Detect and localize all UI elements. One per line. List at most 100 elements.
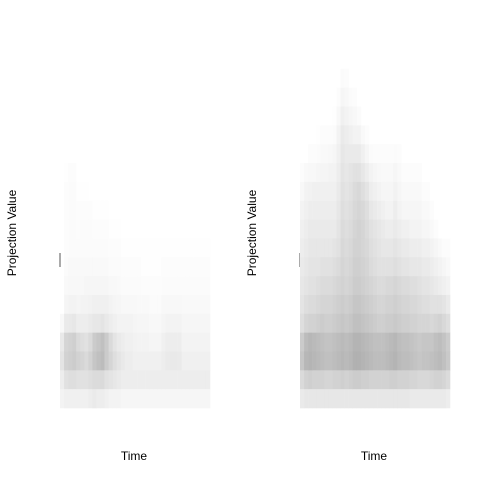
heatmap-cell (116, 313, 122, 333)
heatmap-cell (308, 332, 313, 352)
heatmap-cell (96, 276, 101, 296)
heatmap-cell (437, 313, 443, 333)
heatmap-cell (120, 294, 126, 315)
heatmap-cell (429, 351, 435, 371)
heatmap-cell (356, 257, 362, 277)
heatmap-cell (64, 257, 69, 277)
heatmap-cell (433, 351, 439, 371)
heatmap-cell (161, 351, 166, 371)
heatmap-cell (145, 313, 150, 333)
heatmap-cell (425, 238, 431, 258)
heatmap-cell (165, 351, 170, 371)
heatmap-cell (124, 370, 130, 390)
heatmap-cell (153, 257, 158, 277)
heatmap-cell (173, 313, 178, 333)
heatmap-cell (161, 238, 166, 258)
heatmap-cell (141, 313, 146, 333)
heatmap-cell (344, 351, 349, 371)
heatmap-cell (433, 238, 439, 258)
heatmap-cell (437, 332, 443, 352)
heatmap-cell (141, 294, 146, 315)
heatmap-cell (372, 332, 378, 352)
heatmap-cell (417, 163, 422, 183)
heatmap-cell (205, 257, 211, 277)
heatmap-cell (344, 87, 349, 107)
heatmap-cell (364, 125, 370, 145)
heatmap-cell (425, 219, 431, 239)
heatmap-cell (389, 200, 394, 220)
heatmap-cell (76, 351, 81, 371)
heatmap-cell (401, 332, 406, 352)
heatmap-cell (429, 313, 435, 333)
heatmap-cell (169, 294, 174, 315)
heatmap-cell (441, 276, 447, 296)
heatmap-cell (364, 144, 370, 164)
heatmap-cell (352, 294, 358, 315)
heatmap-cell (324, 163, 329, 183)
heatmap-cell (332, 332, 337, 352)
heatmap-cell (332, 106, 337, 126)
heatmap-cell (397, 370, 402, 390)
heatmap-cell (356, 389, 362, 409)
heatmap-cell (132, 294, 138, 315)
heatmap-cell (68, 219, 73, 239)
heatmap-cell (72, 370, 77, 390)
heatmap-cell (417, 351, 422, 371)
heatmap-cell (405, 276, 410, 296)
heatmap-cell (413, 294, 418, 315)
heatmap-cell (405, 200, 410, 220)
heatmap-cell (405, 294, 410, 315)
heatmap-cell (300, 313, 305, 333)
heatmap-cell (360, 370, 366, 390)
heatmap-cell (425, 200, 431, 220)
heatmap-cell (108, 351, 113, 371)
heatmap-cell (340, 68, 345, 88)
heatmap-cell (328, 332, 333, 352)
heatmap-cell (332, 238, 337, 258)
heatmap-cell (425, 257, 431, 277)
heatmap-cell (112, 276, 118, 296)
heatmap-cell (173, 332, 178, 352)
heatmap-cell (157, 276, 162, 296)
heatmap-cell (381, 351, 386, 371)
heatmap-cell (68, 389, 73, 409)
heatmap-cell (389, 181, 394, 202)
x-axis-label: Time (120, 449, 148, 463)
heatmap-cell (397, 238, 402, 258)
heatmap-cell (405, 370, 410, 390)
heatmap-cell (316, 276, 321, 296)
heatmap-cell (316, 294, 321, 315)
heatmap-cell (340, 294, 345, 315)
heatmap-cell (328, 163, 333, 183)
heatmap-cell (393, 219, 398, 239)
heatmap-cell (328, 370, 333, 390)
heatmap-cell (181, 332, 186, 352)
heatmap-cell (389, 370, 394, 390)
heatmap-cell (381, 181, 386, 202)
heatmap-cell (336, 181, 341, 202)
heatmap-cell (80, 200, 85, 220)
heatmap-cell (84, 370, 89, 390)
heatmap-cell (377, 276, 382, 296)
heatmap-cell (332, 257, 337, 277)
heatmap-cell (377, 163, 382, 183)
heatmap-cell (68, 276, 73, 296)
heatmap-cell (421, 313, 426, 333)
heatmap-cell (324, 238, 329, 258)
heatmap-cell (413, 257, 418, 277)
heatmap-cell (304, 332, 309, 352)
heatmap-cell (316, 370, 321, 390)
heatmap-cell (413, 163, 418, 183)
heatmap-cell (181, 370, 186, 390)
heatmap-cell (304, 257, 309, 277)
heatmap-cell (393, 257, 398, 277)
heatmap-cell (389, 238, 394, 258)
heatmap-cell (340, 219, 345, 239)
heatmap-cell (425, 370, 431, 390)
heatmap-cell (68, 238, 73, 258)
heatmap-cell (312, 163, 317, 183)
heatmap-cell (88, 257, 93, 277)
heatmap-cell (84, 332, 89, 352)
heatmap-cell (80, 294, 85, 315)
heatmap-cell (372, 313, 378, 333)
